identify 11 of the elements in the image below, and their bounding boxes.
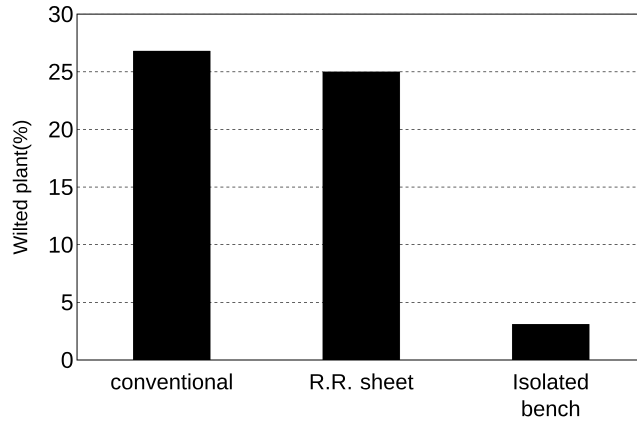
y-axis-title: Wilted plant(%) <box>12 120 32 254</box>
y-tick-label: 25 <box>49 64 73 80</box>
y-tick-label: 5 <box>62 294 73 310</box>
y-tick-label: 15 <box>50 179 73 196</box>
y-tick-label: 30 <box>48 6 73 22</box>
y-tick-label: 20 <box>49 121 73 138</box>
y-tick-label: 0 <box>62 352 73 368</box>
x-tick-label: R.R. sheet <box>310 373 414 390</box>
x-tick-label: Isolated bench <box>514 373 588 416</box>
y-tick-label: 10 <box>50 236 73 253</box>
x-tick-label: conventional <box>111 373 232 390</box>
